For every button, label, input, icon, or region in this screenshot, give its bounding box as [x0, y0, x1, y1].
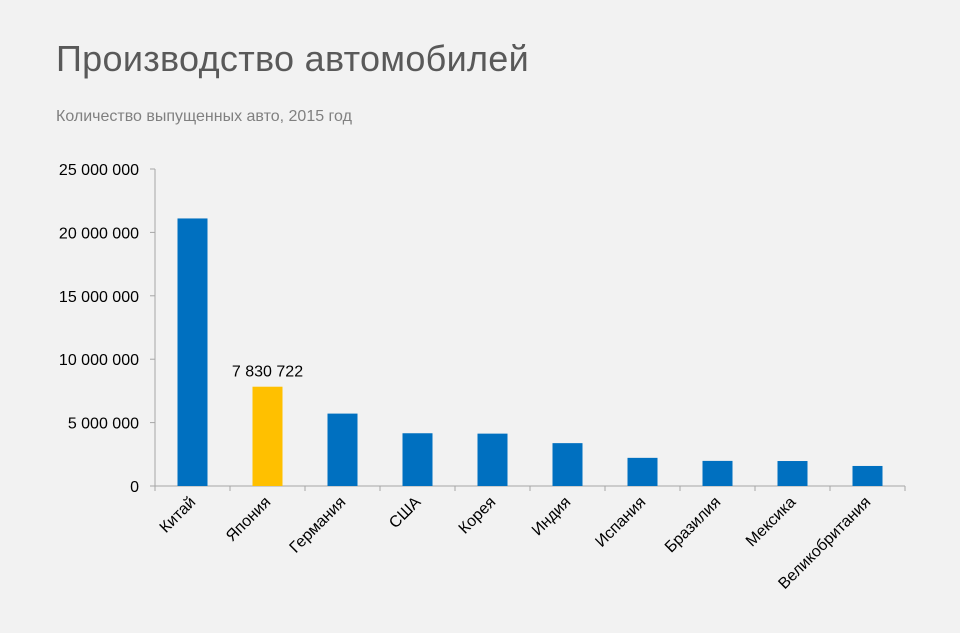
- chart-subtitle: Количество выпущенных авто, 2015 год: [56, 108, 352, 125]
- bar-3: [402, 433, 433, 486]
- y-tick-label: 5 000 000: [68, 416, 139, 433]
- data-label: 7 830 722: [232, 364, 303, 381]
- y-axis: 0 5 000 000 10 000 000 15 000 000 20 000 000…: [59, 162, 156, 496]
- x-category-label: Япония: [223, 494, 274, 545]
- bar-1: [252, 386, 283, 486]
- bar-6: [627, 457, 658, 486]
- x-category-label: Бразилия: [662, 494, 724, 556]
- bar-9: [852, 465, 883, 486]
- bar-4: [477, 433, 508, 486]
- chart-title: Производство автомобилей: [56, 38, 530, 79]
- x-category-label: Индия: [529, 494, 574, 539]
- x-category-label: Китай: [157, 494, 200, 537]
- bar-8: [777, 461, 808, 486]
- x-category-label: Испания: [592, 494, 649, 551]
- bar-5: [552, 443, 583, 486]
- x-axis: Китай Япония Германия США Корея Индия Испания Б…: [154, 485, 906, 593]
- bars: [177, 218, 883, 486]
- bar-7: [702, 460, 733, 486]
- y-tick-label: 20 000 000: [59, 225, 139, 242]
- x-category-label: Корея: [456, 494, 500, 538]
- x-category-label: Германия: [287, 494, 350, 557]
- data-labels: 7 830 722: [232, 364, 303, 381]
- x-category-label: США: [386, 494, 424, 532]
- y-tick-label: 15 000 000: [59, 289, 139, 306]
- bar-0: [177, 218, 208, 486]
- y-tick-label: 10 000 000: [59, 352, 139, 369]
- bar-2: [327, 413, 358, 486]
- y-tick-label: 0: [130, 479, 139, 496]
- x-category-label: Мексика: [743, 494, 799, 550]
- y-tick-label: 25 000 000: [59, 162, 139, 179]
